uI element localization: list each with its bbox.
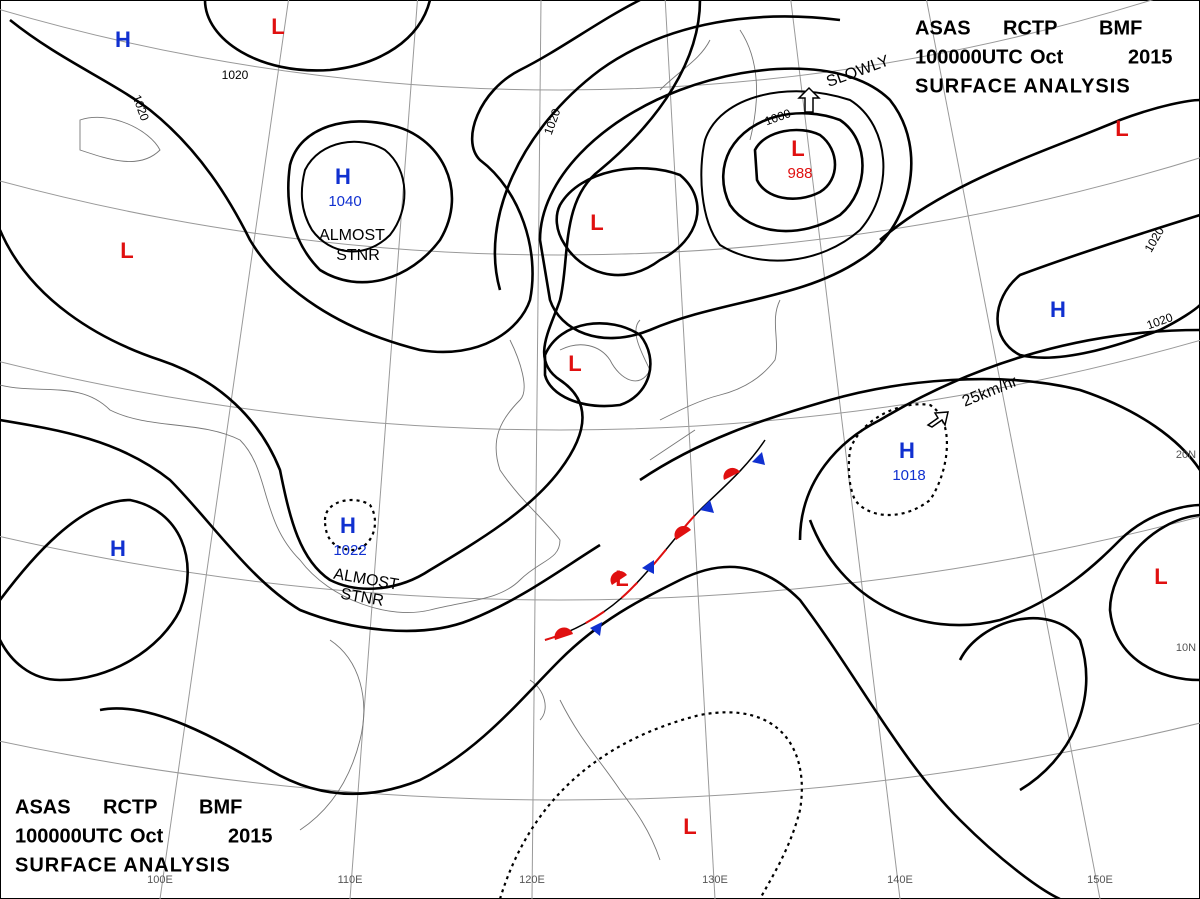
header-text: SURFACE ANALYSIS [15, 854, 231, 876]
coast [0, 339, 561, 613]
pressure-symbol: L [271, 14, 284, 39]
motion-arrow [797, 86, 821, 113]
pressure-symbol: L [615, 566, 628, 591]
coast [559, 319, 651, 382]
coast [79, 116, 161, 162]
isobar [1108, 513, 1200, 682]
header-text: 2015 [1128, 46, 1173, 68]
pressure-symbol: H [340, 513, 356, 538]
grid-label: 10N [1176, 642, 1196, 654]
pressure-symbol: L [590, 210, 603, 235]
pressure-symbol: L [568, 351, 581, 376]
grid-label: 150E [1087, 874, 1113, 886]
pressure-symbol: H [110, 536, 126, 561]
annotation: STNR [336, 247, 380, 264]
coastlines [0, 29, 781, 861]
meridian [531, 0, 542, 899]
trough-line [323, 498, 377, 552]
isobar [721, 112, 864, 233]
trough-line [847, 403, 949, 517]
meridian [790, 0, 901, 899]
pressure-symbol: L [683, 814, 696, 839]
pressure-symbol: H [899, 438, 915, 463]
annotation: ALMOST [319, 227, 385, 244]
isobar [0, 418, 601, 633]
isobar [879, 98, 1200, 241]
pressure-value: 1040 [328, 193, 361, 210]
coast [299, 639, 365, 831]
grid-label: 120E [519, 874, 545, 886]
isobar [808, 503, 1200, 627]
trough-line [498, 711, 803, 899]
pressure-symbol: L [1154, 564, 1167, 589]
header-text: BMF [199, 796, 242, 818]
isobar [538, 67, 913, 340]
labels: ASAS RCTP BMF 100000UTC Oct 2015 SURFACE ANALY… [15, 14, 1196, 886]
header-text: SURFACE ANALYSIS [915, 75, 1131, 97]
header-text: RCTP [1003, 17, 1057, 39]
isobar [798, 328, 1200, 541]
pressure-value: 988 [787, 165, 812, 182]
meridian [664, 0, 716, 899]
motion-arrows [797, 86, 949, 428]
grid-label: 140E [887, 874, 913, 886]
motion-arrow [926, 411, 949, 428]
pressure-symbol: L [791, 136, 804, 161]
isobar [287, 120, 454, 284]
coast [649, 429, 696, 461]
pressure-value: 1022 [333, 542, 366, 559]
coast [659, 299, 781, 421]
front [544, 439, 766, 641]
grid-label: 100E [147, 874, 173, 886]
isobar [0, 0, 702, 590]
meridian [159, 0, 289, 899]
pressure-symbol: L [1115, 116, 1128, 141]
isobar-label: 1020 [222, 68, 249, 82]
isobar [0, 498, 189, 682]
header-text: RCTP [103, 796, 157, 818]
isobar [493, 15, 841, 291]
header-text: BMF [1099, 17, 1142, 39]
grid-label: 130E [702, 874, 728, 886]
pressure-value: 1018 [892, 467, 925, 484]
header-text: Oct [130, 825, 164, 847]
header-text: 2015 [228, 825, 273, 847]
grid-label: 20N [1176, 449, 1196, 461]
pressure-symbol: H [115, 27, 131, 52]
coast [529, 679, 661, 861]
header-text: 100000UTC [915, 46, 1023, 68]
isobar [958, 616, 1088, 792]
isobar [203, 0, 432, 72]
isobar [753, 128, 837, 200]
pressure-symbol: H [1050, 297, 1066, 322]
pressure-symbol: H [335, 164, 351, 189]
header-text: Oct [1030, 46, 1064, 68]
isobar [700, 90, 885, 262]
isobar [300, 140, 406, 253]
isobar [555, 167, 699, 277]
header-text: ASAS [915, 17, 971, 39]
pressure-symbol: L [120, 238, 133, 263]
isobar [639, 377, 1200, 482]
isobar [9, 0, 641, 354]
header-text: ASAS [15, 796, 71, 818]
grid-label: 110E [338, 874, 363, 886]
meridian [926, 0, 1101, 899]
isobar [99, 565, 1061, 899]
meridian [349, 0, 418, 899]
isobar [543, 322, 652, 408]
header-text: 100000UTC [15, 825, 123, 847]
isobar [996, 213, 1200, 359]
